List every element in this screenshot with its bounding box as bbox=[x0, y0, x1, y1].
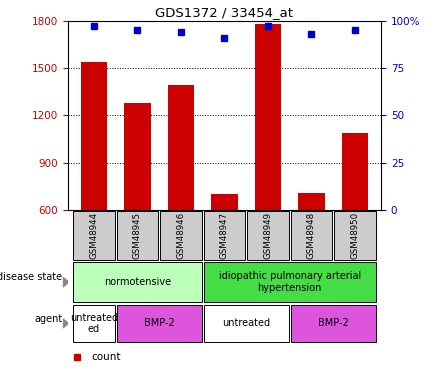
Bar bbox=[168, 84, 194, 210]
Text: normotensive: normotensive bbox=[104, 277, 171, 287]
Bar bbox=[81, 63, 107, 210]
FancyBboxPatch shape bbox=[160, 210, 202, 260]
Text: BMP-2: BMP-2 bbox=[318, 318, 349, 328]
Text: GSM48947: GSM48947 bbox=[220, 212, 229, 259]
FancyBboxPatch shape bbox=[290, 210, 332, 260]
Polygon shape bbox=[63, 277, 69, 287]
Text: agent: agent bbox=[34, 314, 63, 324]
FancyBboxPatch shape bbox=[247, 210, 289, 260]
Text: BMP-2: BMP-2 bbox=[144, 318, 175, 328]
Title: GDS1372 / 33454_at: GDS1372 / 33454_at bbox=[155, 6, 293, 20]
Text: GSM48949: GSM48949 bbox=[264, 212, 272, 259]
FancyBboxPatch shape bbox=[204, 305, 289, 342]
FancyBboxPatch shape bbox=[73, 262, 202, 303]
FancyBboxPatch shape bbox=[290, 305, 376, 342]
FancyBboxPatch shape bbox=[117, 305, 202, 342]
FancyBboxPatch shape bbox=[117, 210, 159, 260]
Text: idiopathic pulmonary arterial
hypertension: idiopathic pulmonary arterial hypertensi… bbox=[219, 272, 361, 293]
FancyBboxPatch shape bbox=[334, 210, 376, 260]
FancyBboxPatch shape bbox=[204, 210, 245, 260]
Text: disease state: disease state bbox=[0, 272, 63, 282]
Bar bbox=[298, 193, 325, 210]
FancyBboxPatch shape bbox=[73, 210, 115, 260]
Text: GSM48948: GSM48948 bbox=[307, 212, 316, 259]
Polygon shape bbox=[63, 319, 69, 328]
Text: GSM48945: GSM48945 bbox=[133, 212, 142, 259]
Bar bbox=[212, 194, 237, 210]
Bar bbox=[342, 134, 368, 210]
Text: untreated
ed: untreated ed bbox=[70, 313, 118, 334]
Text: GSM48946: GSM48946 bbox=[177, 212, 185, 259]
Bar bbox=[124, 104, 151, 210]
FancyBboxPatch shape bbox=[204, 262, 376, 303]
Text: GSM48950: GSM48950 bbox=[350, 212, 360, 259]
Text: count: count bbox=[92, 352, 121, 362]
Text: untreated: untreated bbox=[222, 318, 270, 328]
FancyBboxPatch shape bbox=[73, 305, 115, 342]
Bar bbox=[255, 24, 281, 210]
Text: GSM48944: GSM48944 bbox=[89, 212, 99, 259]
